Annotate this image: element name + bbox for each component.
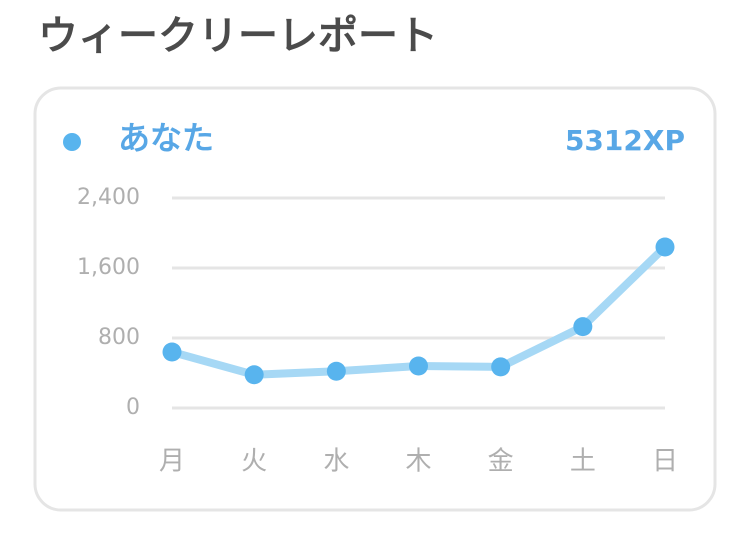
data-point (244, 365, 264, 385)
data-point (409, 356, 428, 376)
data-point (491, 357, 511, 377)
x-tick-label: 水 (323, 447, 349, 477)
legend-dot (63, 133, 81, 151)
data-point (326, 361, 346, 381)
data-point (162, 342, 182, 362)
card (33, 86, 717, 512)
x-tick-label: 月 (159, 447, 185, 477)
legend-label: あなた (118, 119, 214, 157)
data-point (573, 317, 593, 337)
x-tick-label: 金 (488, 447, 514, 477)
x-tick-label: 火 (241, 447, 267, 477)
x-tick-label: 木 (405, 447, 431, 477)
y-tick-label: 800 (98, 325, 140, 350)
page-title: ウィークリーレポート (38, 13, 438, 59)
data-point (655, 237, 675, 257)
y-tick-label: 2,400 (77, 185, 140, 210)
y-tick-label: 0 (126, 395, 140, 420)
y-tick-label: 1,600 (77, 255, 140, 280)
x-tick-label: 日 (652, 447, 678, 477)
total-xp: 5312XP (565, 124, 685, 157)
x-tick-label: 土 (570, 447, 596, 477)
